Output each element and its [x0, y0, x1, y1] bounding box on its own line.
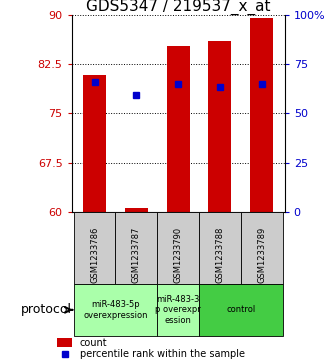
Bar — [241, 212, 283, 284]
Text: GSM1233790: GSM1233790 — [173, 227, 183, 283]
Bar — [157, 284, 199, 336]
Text: GSM1233786: GSM1233786 — [90, 226, 99, 283]
Text: miR-483-5p
overexpression: miR-483-5p overexpression — [83, 300, 148, 319]
Bar — [250, 18, 273, 212]
Bar — [208, 41, 231, 212]
Text: GSM1233789: GSM1233789 — [257, 227, 266, 283]
Bar — [57, 338, 72, 347]
Text: GSM1233787: GSM1233787 — [132, 226, 141, 283]
Title: GDS5347 / 219537_x_at: GDS5347 / 219537_x_at — [86, 0, 270, 15]
Bar — [125, 208, 148, 212]
Bar — [116, 212, 157, 284]
Bar — [83, 75, 106, 212]
Bar — [157, 212, 199, 284]
Text: GSM1233788: GSM1233788 — [215, 226, 224, 283]
Text: control: control — [226, 305, 255, 314]
Bar — [166, 46, 190, 212]
Bar — [74, 212, 116, 284]
Bar — [199, 284, 283, 336]
Text: percentile rank within the sample: percentile rank within the sample — [80, 349, 244, 359]
Text: miR-483-3
p overexpr
ession: miR-483-3 p overexpr ession — [155, 295, 201, 325]
Text: protocol: protocol — [21, 303, 72, 317]
Bar — [74, 284, 157, 336]
Text: count: count — [80, 338, 107, 348]
Bar — [199, 212, 241, 284]
